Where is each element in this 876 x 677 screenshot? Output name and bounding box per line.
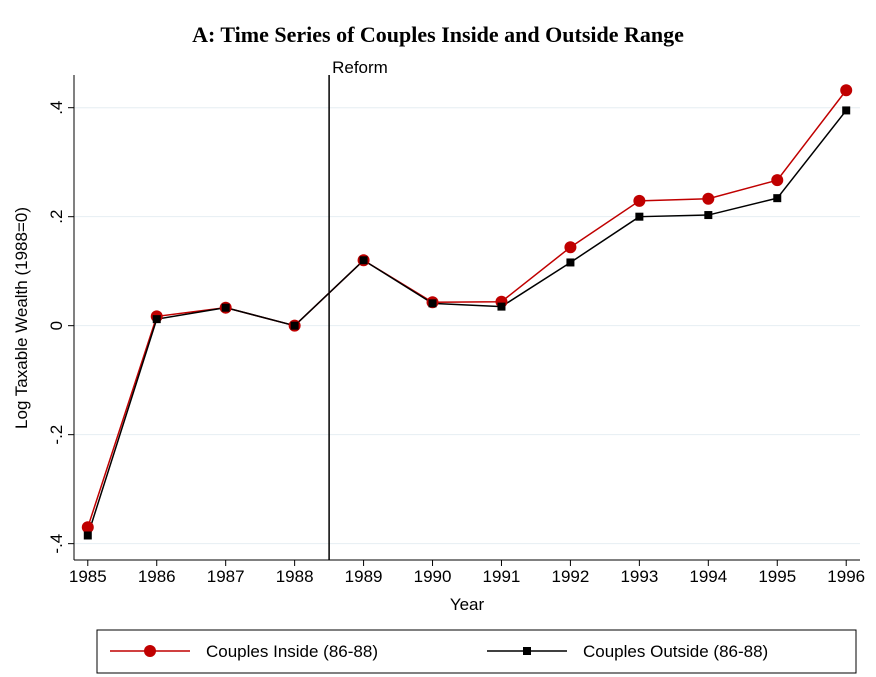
data-point: [633, 194, 646, 207]
legend-label: Couples Inside (86-88): [206, 642, 378, 661]
data-point: [566, 258, 575, 267]
data-point: [221, 303, 230, 312]
x-axis-label: Year: [450, 595, 485, 614]
series-line: [87, 89, 847, 528]
y-tick-label: .2: [47, 210, 66, 224]
legend-marker: [523, 647, 531, 655]
x-tick-label: 1985: [69, 567, 107, 586]
x-tick-label: 1987: [207, 567, 245, 586]
data-point: [152, 315, 161, 324]
y-tick-label: 0: [47, 321, 66, 330]
x-tick-label: 1991: [483, 567, 521, 586]
data-point: [290, 321, 299, 330]
y-tick-label: -.2: [47, 425, 66, 445]
data-point: [83, 531, 92, 540]
x-tick-label: 1992: [552, 567, 590, 586]
series-line: [87, 109, 847, 536]
data-point: [702, 192, 715, 205]
data-point: [428, 299, 437, 308]
data-point: [842, 106, 851, 115]
x-tick-label: 1996: [827, 567, 865, 586]
chart-title: A: Time Series of Couples Inside and Out…: [192, 22, 684, 47]
y-tick-label: -.4: [47, 534, 66, 554]
data-point: [497, 302, 506, 311]
data-point: [359, 256, 368, 265]
x-tick-label: 1990: [414, 567, 452, 586]
x-tick-label: 1988: [276, 567, 314, 586]
data-point: [81, 521, 94, 534]
x-tick-label: 1986: [138, 567, 176, 586]
x-tick-label: 1993: [620, 567, 658, 586]
x-tick-label: 1989: [345, 567, 383, 586]
x-tick-label: 1994: [689, 567, 727, 586]
data-point: [635, 212, 644, 221]
data-point: [771, 174, 784, 187]
reference-label: Reform: [332, 58, 388, 77]
x-tick-label: 1995: [758, 567, 796, 586]
legend-box: [96, 629, 857, 674]
data-point: [840, 84, 853, 97]
legend-marker: [144, 645, 156, 657]
legend-label: Couples Outside (86-88): [583, 642, 768, 661]
y-axis-label: Log Taxable Wealth (1988=0): [12, 207, 31, 429]
data-point: [564, 241, 577, 254]
data-point: [773, 194, 782, 203]
y-tick-label: .4: [47, 101, 66, 115]
data-point: [704, 211, 713, 220]
